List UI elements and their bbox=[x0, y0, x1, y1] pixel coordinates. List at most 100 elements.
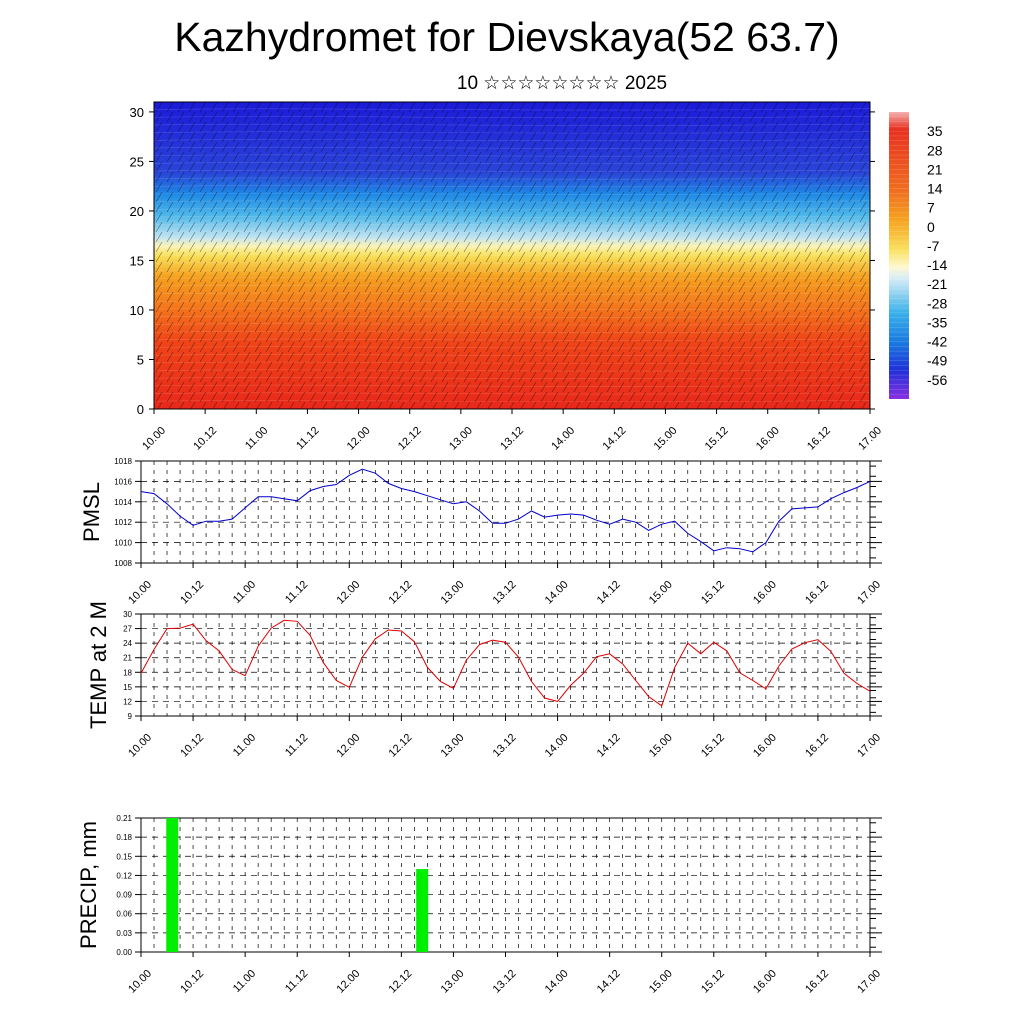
y-tick-label: 15 bbox=[130, 253, 144, 268]
x-tick-label: 16.12 bbox=[803, 968, 831, 996]
colorbar-label: -42 bbox=[927, 334, 947, 350]
y-tick-label: 10 bbox=[130, 303, 144, 318]
y-tick-label: 25 bbox=[130, 154, 144, 169]
x-tick-label: 11.12 bbox=[283, 968, 310, 995]
x-tick-label: 17.00 bbox=[855, 579, 883, 607]
colorbar-label: 28 bbox=[927, 142, 943, 158]
x-tick-label: 16.00 bbox=[751, 968, 779, 996]
y-tick-label: 1018 bbox=[114, 457, 132, 466]
y-tick-label: 18 bbox=[123, 668, 132, 677]
x-tick-label: 15.12 bbox=[699, 732, 727, 760]
colorbar-label: -14 bbox=[927, 257, 947, 273]
x-tick-label: 14.12 bbox=[595, 579, 623, 607]
x-tick-label: 15.00 bbox=[647, 732, 675, 760]
x-tick-label: 11.12 bbox=[283, 732, 310, 759]
x-tick-label: 12.12 bbox=[396, 425, 424, 453]
y-tick-label: 1008 bbox=[114, 559, 132, 568]
y-tick-label: 12 bbox=[123, 697, 132, 706]
precip-bar bbox=[166, 818, 179, 952]
x-tick-label: 13.12 bbox=[491, 968, 519, 996]
x-tick-label: 11.00 bbox=[231, 732, 258, 759]
x-tick-label: 11.00 bbox=[231, 579, 258, 606]
y-axis-label: PRECIP, mm bbox=[76, 821, 101, 949]
precip-panel: 0.00 0.03 0.06 0.09 0.12 0.15 0.18 0.21 10.00 10.… bbox=[76, 814, 883, 996]
x-tick-label: 14.12 bbox=[595, 732, 623, 760]
y-tick-label: 1012 bbox=[114, 518, 132, 527]
x-tick-label: 12.12 bbox=[387, 968, 415, 996]
y-tick-label: 0.00 bbox=[116, 948, 132, 957]
x-tick-label: 17.00 bbox=[856, 425, 884, 453]
y-tick-label: 21 bbox=[123, 654, 132, 663]
colorbar-label: -49 bbox=[927, 353, 947, 369]
x-tick-label: 10.12 bbox=[178, 968, 206, 996]
x-tick-label: 13.00 bbox=[439, 732, 467, 760]
y-tick-label: 0.21 bbox=[116, 814, 132, 823]
x-tick-label: 12.12 bbox=[387, 579, 415, 607]
y-tick-label: 1014 bbox=[114, 498, 132, 507]
x-tick-label: 13.00 bbox=[447, 425, 475, 453]
y-tick-label: 27 bbox=[123, 625, 132, 634]
x-tick-label: 13.12 bbox=[491, 579, 519, 607]
x-tick-label: 13.00 bbox=[439, 579, 467, 607]
y-tick-label: 0.06 bbox=[116, 910, 132, 919]
x-tick-label: 15.00 bbox=[647, 579, 675, 607]
colorbar-label: -21 bbox=[927, 276, 947, 292]
y-tick-label: 30 bbox=[130, 105, 144, 120]
x-tick-label: 10.12 bbox=[178, 732, 206, 760]
x-tick-label: 14.00 bbox=[543, 968, 571, 996]
x-tick-label: 17.00 bbox=[855, 732, 883, 760]
y-tick-label: 0.09 bbox=[116, 891, 132, 900]
x-tick-label: 12.00 bbox=[334, 968, 362, 996]
y-tick-label: 30 bbox=[123, 610, 132, 619]
colorbar-label: -7 bbox=[927, 238, 940, 254]
x-tick-label: 10.00 bbox=[140, 425, 168, 453]
x-tick-label: 11.12 bbox=[294, 425, 321, 452]
x-tick-label: 12.00 bbox=[334, 732, 362, 760]
temperature-profile-panel: 0 5 10 15 20 25 30 10.00 10.12 11.00 11.12 12.00 12.… bbox=[130, 101, 884, 453]
y-tick-label: 1016 bbox=[114, 477, 132, 486]
x-tick-label: 14.00 bbox=[543, 732, 571, 760]
pmsl-panel: 1008 1010 1012 1014 1016 1018 10.00 10.12 11.00 1… bbox=[79, 457, 883, 607]
x-tick-label: 15.12 bbox=[699, 579, 727, 607]
x-tick-label: 13.12 bbox=[498, 425, 526, 453]
x-tick-label: 14.12 bbox=[600, 425, 628, 453]
chart-subtitle: 10 ☆☆☆☆☆☆☆☆ 2025 bbox=[456, 73, 668, 94]
colorbar-label: 14 bbox=[927, 181, 943, 197]
y-axis-label: PMSL bbox=[79, 482, 104, 542]
y-tick-label: 1010 bbox=[114, 539, 132, 548]
y-tick-label: 20 bbox=[130, 204, 144, 219]
y-tick-label: 9 bbox=[128, 712, 133, 721]
x-tick-label: 16.00 bbox=[751, 579, 779, 607]
precip-bar bbox=[416, 869, 429, 952]
x-tick-label: 13.12 bbox=[491, 732, 519, 760]
x-tick-label: 17.00 bbox=[855, 968, 883, 996]
y-axis-label: TEMP at 2 M bbox=[86, 601, 111, 729]
colorbar-label: -56 bbox=[927, 372, 947, 388]
y-tick-label: 15 bbox=[123, 683, 132, 692]
y-tick-label: 5 bbox=[137, 352, 144, 367]
x-tick-label: 11.00 bbox=[231, 968, 258, 995]
colorbar-ramp bbox=[889, 112, 909, 399]
x-tick-label: 14.12 bbox=[595, 968, 623, 996]
series-line bbox=[140, 468, 871, 553]
x-tick-label: 12.12 bbox=[387, 732, 415, 760]
temp-2m-panel: 9 12 15 18 21 24 27 30 10.00 10.12 11.00 11.12 12.00… bbox=[86, 601, 883, 760]
x-tick-label: 16.00 bbox=[751, 732, 779, 760]
x-tick-label: 12.00 bbox=[345, 425, 373, 453]
y-tick-label: 0.18 bbox=[116, 833, 132, 842]
x-tick-label: 14.00 bbox=[543, 579, 571, 607]
y-tick-label: 0.15 bbox=[116, 852, 132, 861]
x-tick-label: 11.12 bbox=[283, 579, 310, 606]
x-tick-label: 10.00 bbox=[126, 732, 154, 760]
x-tick-label: 14.00 bbox=[549, 425, 577, 453]
x-tick-label: 10.12 bbox=[191, 425, 219, 453]
colorbar-label: 35 bbox=[927, 123, 943, 139]
x-tick-label: 15.00 bbox=[647, 968, 675, 996]
y-tick-label: 0.03 bbox=[116, 929, 132, 938]
y-tick-label: 0.12 bbox=[116, 871, 132, 880]
colorbar-label: -35 bbox=[927, 314, 947, 330]
colorbar-label: 0 bbox=[927, 219, 935, 235]
x-tick-label: 10.12 bbox=[178, 579, 206, 607]
x-tick-label: 15.12 bbox=[699, 968, 727, 996]
